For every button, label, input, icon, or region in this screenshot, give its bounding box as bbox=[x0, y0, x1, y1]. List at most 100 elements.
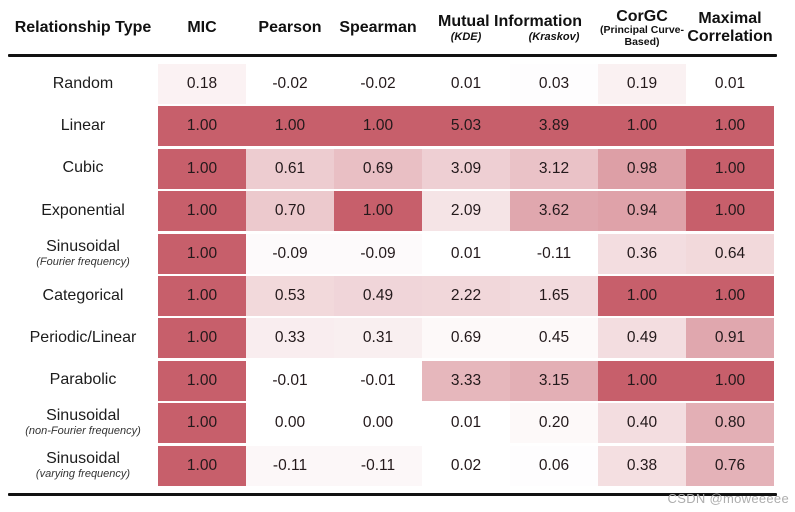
row-sublabel-text: (varying frequency) bbox=[35, 467, 131, 480]
col-header-kde: (KDE) bbox=[450, 30, 482, 43]
heat-cell: 1.00 bbox=[246, 106, 334, 147]
row-sublabel-text: (non-Fourier frequency) bbox=[25, 425, 141, 438]
heat-cell: 0.01 bbox=[422, 64, 510, 104]
row-label: Linear bbox=[8, 106, 158, 146]
row-sublabel-text: (Fourier frequency) bbox=[36, 255, 130, 268]
heat-cell: -0.11 bbox=[510, 233, 598, 274]
heat-cell: 3.09 bbox=[422, 148, 510, 189]
heat-cell: -0.11 bbox=[334, 445, 422, 486]
heat-cell: 0.00 bbox=[334, 403, 422, 444]
heat-cell: 1.00 bbox=[158, 191, 246, 232]
heat-cell: 1.00 bbox=[334, 106, 422, 147]
heat-cell: -0.02 bbox=[246, 64, 334, 104]
col-header-mic: MIC bbox=[187, 19, 217, 37]
heat-cell: 0.80 bbox=[686, 403, 774, 444]
heat-cell: 1.00 bbox=[686, 360, 774, 401]
heat-cell: 0.49 bbox=[598, 318, 686, 359]
heat-cell: 0.38 bbox=[598, 445, 686, 486]
col-header-kraskov: (Kraskov) bbox=[528, 30, 580, 43]
heat-cell: 0.40 bbox=[598, 403, 686, 444]
col-header-corgc: CorGC (Principal Curve-Based) bbox=[598, 8, 686, 49]
heat-cell: 1.00 bbox=[158, 233, 246, 274]
col-header-maximal-correlation: Maximal Correlation bbox=[687, 10, 773, 45]
col-header-mutual-information: Mutual Information (KDE) (Kraskov) bbox=[422, 13, 598, 43]
row-label-text: Sinusoidal bbox=[46, 237, 120, 255]
heat-cell: 2.09 bbox=[422, 191, 510, 232]
row-label: Sinusoidal (varying frequency) bbox=[8, 446, 158, 486]
corgc-label: CorGC bbox=[616, 7, 668, 25]
heat-cell: 0.94 bbox=[598, 191, 686, 232]
heat-cell: 3.62 bbox=[510, 191, 598, 232]
heat-cell: 1.00 bbox=[334, 191, 422, 232]
heat-cell: 1.00 bbox=[158, 360, 246, 401]
mutual-information-sublabels: (KDE) (Kraskov) bbox=[422, 31, 598, 43]
heat-cell: 0.76 bbox=[686, 445, 774, 486]
row-label-text: Cubic bbox=[62, 159, 104, 177]
heat-cell: 0.01 bbox=[422, 403, 510, 444]
row-label-text: Sinusoidal bbox=[46, 449, 120, 467]
heat-cell: 1.00 bbox=[686, 106, 774, 147]
heat-cell: 1.00 bbox=[158, 275, 246, 316]
heat-cell: 0.69 bbox=[334, 148, 422, 189]
heat-cell: 3.15 bbox=[510, 360, 598, 401]
row-label-text: Categorical bbox=[42, 286, 124, 304]
table-header: Relationship Type MIC Pearson Spearman M… bbox=[8, 4, 777, 54]
row-label: Sinusoidal (non-Fourier frequency) bbox=[8, 403, 158, 443]
heat-cell: 1.00 bbox=[686, 191, 774, 232]
row-label: Categorical bbox=[8, 276, 158, 316]
row-label: Sinusoidal (Fourier frequency) bbox=[8, 234, 158, 274]
heat-cell: 0.31 bbox=[334, 318, 422, 359]
col-header-spearman: Spearman bbox=[339, 19, 417, 37]
heat-cell: -0.09 bbox=[334, 233, 422, 274]
heat-cell: 0.02 bbox=[422, 445, 510, 486]
heat-cell: 5.03 bbox=[422, 106, 510, 147]
row-label: Parabolic bbox=[8, 361, 158, 401]
heat-cell: 0.45 bbox=[510, 318, 598, 359]
heat-cell: 0.18 bbox=[158, 64, 246, 104]
heat-cell: 0.33 bbox=[246, 318, 334, 359]
heat-cell: 0.49 bbox=[334, 275, 422, 316]
row-label: Random bbox=[8, 64, 158, 104]
heat-cell: 0.61 bbox=[246, 148, 334, 189]
row-label-text: Sinusoidal bbox=[46, 407, 120, 425]
header-divider-rule bbox=[8, 54, 777, 57]
csdn-watermark: CSDN @moweeeee bbox=[667, 491, 789, 506]
col-header-relationship-type: Relationship Type bbox=[14, 19, 152, 37]
heat-cell: 0.69 bbox=[422, 318, 510, 359]
heat-cell: 3.12 bbox=[510, 148, 598, 189]
row-label-text: Linear bbox=[60, 116, 106, 134]
heat-cell: 0.36 bbox=[598, 233, 686, 274]
row-label-text: Exponential bbox=[41, 201, 125, 219]
heat-cell: -0.11 bbox=[246, 445, 334, 486]
heat-cell: 1.00 bbox=[686, 148, 774, 189]
heat-cell: 0.64 bbox=[686, 233, 774, 274]
corgc-sublabel: (Principal Curve-Based) bbox=[599, 24, 685, 48]
heat-cell: 1.00 bbox=[158, 403, 246, 444]
heat-cell: 0.19 bbox=[598, 64, 686, 104]
heat-cell: 1.00 bbox=[158, 106, 246, 147]
row-label-text: Random bbox=[52, 74, 114, 92]
row-label: Cubic bbox=[8, 149, 158, 189]
row-label-text: Periodic/Linear bbox=[29, 328, 137, 346]
heat-cell: 0.98 bbox=[598, 148, 686, 189]
heat-cell: -0.09 bbox=[246, 233, 334, 274]
bottom-rule bbox=[8, 492, 777, 496]
heat-cell: 0.01 bbox=[422, 233, 510, 274]
heat-cell: -0.01 bbox=[246, 360, 334, 401]
heat-cell: 1.00 bbox=[598, 106, 686, 147]
heat-cell: -0.01 bbox=[334, 360, 422, 401]
heat-cell: 1.00 bbox=[158, 445, 246, 486]
heat-cell: 1.00 bbox=[598, 275, 686, 316]
col-header-pearson: Pearson bbox=[258, 19, 322, 37]
heat-cell: 0.06 bbox=[510, 445, 598, 486]
heat-cell: 1.00 bbox=[158, 318, 246, 359]
heat-cell: 3.33 bbox=[422, 360, 510, 401]
heat-cell: 0.70 bbox=[246, 191, 334, 232]
heat-cell: -0.02 bbox=[334, 64, 422, 104]
heat-cell: 3.89 bbox=[510, 106, 598, 147]
heat-cell: 0.20 bbox=[510, 403, 598, 444]
heat-cell: 1.00 bbox=[158, 148, 246, 189]
row-label-text: Parabolic bbox=[49, 371, 117, 389]
heat-cell: 0.53 bbox=[246, 275, 334, 316]
